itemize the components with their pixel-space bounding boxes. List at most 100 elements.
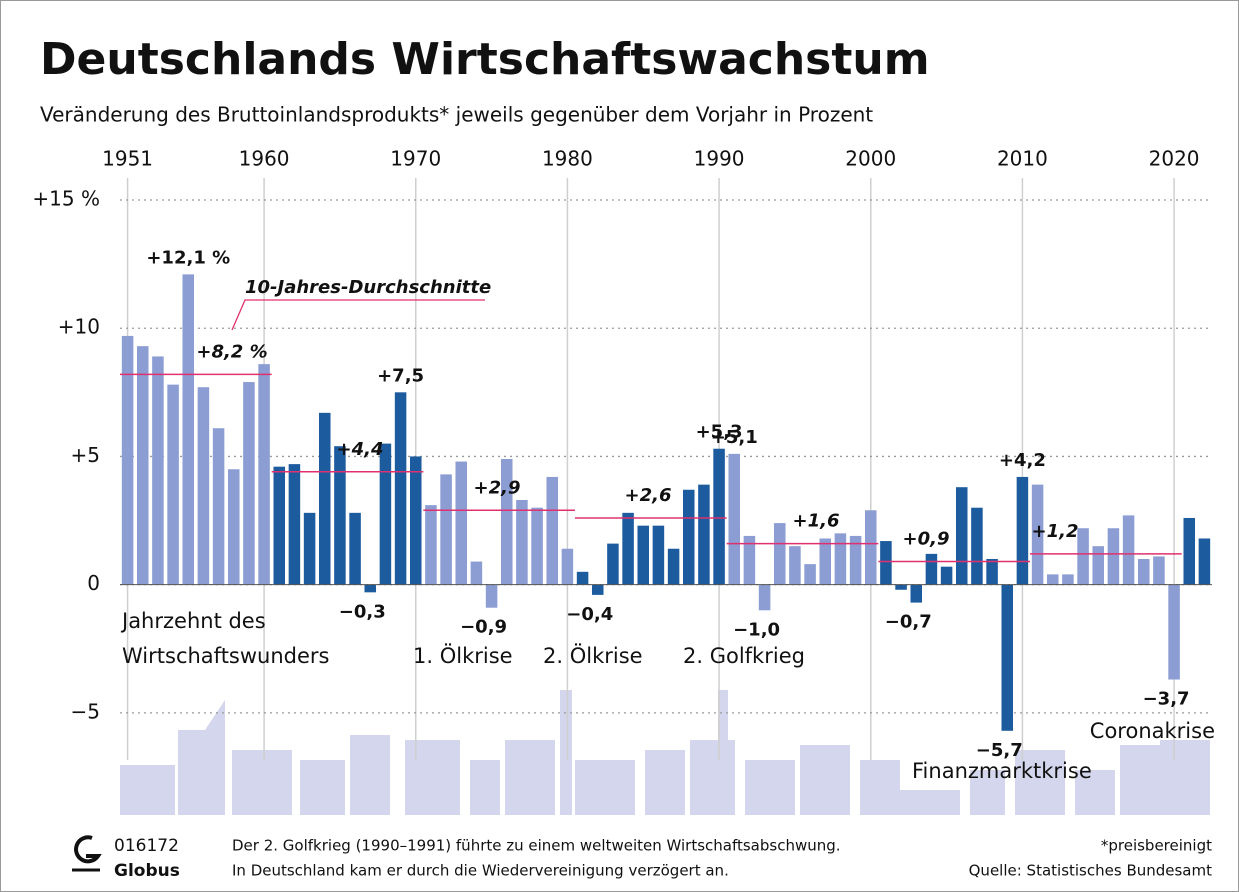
footer-brand: Globus	[114, 861, 180, 881]
bar	[986, 559, 998, 585]
bar	[213, 428, 225, 584]
bar	[698, 485, 710, 585]
x-tick-label: 2010	[997, 147, 1048, 171]
bar	[1138, 559, 1150, 585]
bar	[880, 541, 892, 585]
average-label: +1,6	[793, 511, 840, 532]
bar	[471, 562, 483, 585]
x-tick-label: 1960	[239, 147, 290, 171]
bar	[319, 413, 331, 585]
bar	[1183, 518, 1195, 585]
bar	[926, 554, 938, 585]
bar	[819, 538, 831, 584]
average-label: +2,9	[474, 477, 521, 498]
chart: Deutschlands Wirtschaftswachstum Verände…	[0, 0, 1239, 892]
bar	[425, 505, 437, 584]
bar	[1153, 556, 1165, 584]
bar	[122, 336, 134, 585]
value-label: +5,1	[711, 427, 758, 448]
bar	[182, 274, 194, 584]
annotation: Coronakrise	[1090, 719, 1215, 743]
bar	[1062, 574, 1074, 584]
footer-note: In Deutschland kam er durch die Wiederve…	[232, 862, 729, 880]
bar	[167, 385, 179, 585]
x-tick-label: 2000	[845, 147, 896, 171]
bar	[865, 510, 877, 584]
bar	[1047, 574, 1059, 584]
bar	[380, 444, 392, 585]
bar	[1077, 528, 1089, 584]
bar	[956, 487, 968, 584]
bar	[637, 526, 649, 585]
x-tick-label: 1970	[390, 147, 441, 171]
source: Quelle: Statistisches Bundesamt	[969, 862, 1212, 880]
bar	[713, 449, 725, 585]
bar	[137, 346, 149, 584]
bar	[910, 585, 922, 603]
value-label: −0,7	[885, 612, 932, 633]
value-label: −3,7	[1143, 689, 1190, 710]
bar	[759, 585, 771, 611]
bar	[1001, 585, 1013, 731]
y-tick-label: +10	[58, 315, 100, 339]
bar	[349, 513, 361, 585]
bar	[789, 546, 801, 584]
bar	[1017, 477, 1029, 585]
bar	[607, 544, 619, 585]
bar	[364, 585, 376, 593]
page: {"chart_data": { "type": "bar", "title":…	[0, 0, 1239, 892]
bar	[1199, 538, 1211, 584]
value-label: +12,1 %	[146, 247, 230, 268]
bar	[728, 454, 740, 585]
value-label: −0,4	[566, 604, 613, 625]
bar	[243, 382, 255, 585]
y-tick-label: 0	[87, 571, 100, 595]
chart-subtitle: Veränderung des Bruttoinlandsprodukts* j…	[40, 103, 873, 127]
bar	[592, 585, 604, 595]
x-tick-label: 1951	[102, 147, 153, 171]
average-label: +2,6	[625, 485, 672, 506]
average-label: +0,9	[903, 529, 950, 550]
footer-note: Der 2. Golfkrieg (1990–1991) führte zu e…	[232, 837, 841, 855]
bar	[198, 387, 210, 584]
value-label: −5,7	[976, 740, 1023, 761]
x-tick-label: 2020	[1149, 147, 1200, 171]
annotation: 1. Ölkrise	[413, 643, 513, 668]
bar	[683, 490, 695, 585]
value-label: +4,2	[999, 450, 1046, 471]
footnote: *preisbereinigt	[1101, 837, 1212, 855]
bar	[1108, 528, 1120, 584]
annotation: 2. Golfkrieg	[683, 644, 805, 668]
annotation: Jahrzehnt des	[120, 609, 266, 633]
bar	[1123, 515, 1135, 584]
chart-title: Deutschlands Wirtschaftswachstum	[40, 34, 930, 85]
bar	[653, 526, 665, 585]
value-label: −0,9	[460, 617, 507, 638]
footer-id: 016172	[114, 836, 179, 856]
bar	[486, 585, 498, 608]
bar	[668, 549, 680, 585]
bar	[258, 364, 270, 585]
bar	[152, 356, 164, 584]
y-tick-label: +15 %	[32, 187, 100, 211]
bar	[774, 523, 786, 585]
x-tick-label: 1990	[694, 147, 745, 171]
bar	[455, 462, 467, 585]
x-tick-label: 1980	[542, 147, 593, 171]
bar	[289, 464, 301, 585]
bar	[895, 585, 907, 590]
value-label: +7,5	[377, 365, 424, 386]
bar	[562, 549, 574, 585]
bar	[273, 467, 285, 585]
value-label: −0,3	[339, 601, 386, 622]
bar	[546, 477, 558, 585]
bar	[835, 533, 847, 584]
annotation: Finanzmarktkrise	[912, 759, 1092, 783]
bar	[622, 513, 634, 585]
average-label: +1,2	[1032, 521, 1079, 542]
value-label: −1,0	[733, 619, 780, 640]
bar	[410, 456, 422, 584]
bar	[334, 446, 346, 584]
y-tick-label: +5	[71, 443, 100, 467]
bar	[804, 564, 816, 585]
